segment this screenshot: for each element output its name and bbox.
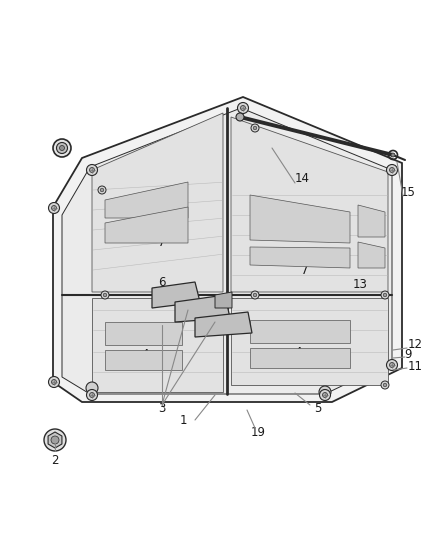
Circle shape <box>98 186 106 194</box>
Text: 5: 5 <box>314 401 321 415</box>
Polygon shape <box>48 432 62 448</box>
Polygon shape <box>175 295 230 322</box>
Circle shape <box>381 381 389 389</box>
Circle shape <box>237 102 248 114</box>
Circle shape <box>383 293 387 297</box>
Polygon shape <box>231 117 388 292</box>
Text: 12: 12 <box>407 338 423 351</box>
Polygon shape <box>215 292 232 308</box>
Text: 4: 4 <box>141 349 149 361</box>
Text: 13: 13 <box>261 201 276 214</box>
Text: 19: 19 <box>251 425 265 439</box>
Circle shape <box>86 390 98 400</box>
Circle shape <box>253 293 257 297</box>
Polygon shape <box>358 242 385 268</box>
Circle shape <box>52 206 57 211</box>
Circle shape <box>251 291 259 299</box>
Circle shape <box>319 390 331 400</box>
Text: 13: 13 <box>353 279 367 292</box>
Circle shape <box>386 165 398 175</box>
Circle shape <box>322 392 328 398</box>
Circle shape <box>51 436 59 444</box>
Circle shape <box>253 126 257 130</box>
Circle shape <box>251 124 259 132</box>
Circle shape <box>236 113 244 121</box>
Text: 7: 7 <box>301 263 309 277</box>
Polygon shape <box>358 205 385 237</box>
Polygon shape <box>250 348 350 368</box>
Circle shape <box>49 376 60 387</box>
Circle shape <box>391 153 395 157</box>
Text: 6: 6 <box>158 276 166 288</box>
Polygon shape <box>195 312 252 337</box>
Text: 4: 4 <box>294 345 302 359</box>
Circle shape <box>89 392 95 398</box>
Circle shape <box>103 293 107 297</box>
Circle shape <box>53 139 71 157</box>
Circle shape <box>386 359 398 370</box>
Circle shape <box>240 106 246 110</box>
Polygon shape <box>250 247 350 268</box>
Polygon shape <box>250 195 350 243</box>
Circle shape <box>44 429 66 451</box>
Polygon shape <box>92 298 223 392</box>
Circle shape <box>89 167 95 173</box>
Polygon shape <box>105 322 182 345</box>
Text: 11: 11 <box>407 360 423 374</box>
Polygon shape <box>53 97 402 402</box>
Circle shape <box>319 386 331 398</box>
Circle shape <box>49 203 60 214</box>
Polygon shape <box>231 298 388 385</box>
Circle shape <box>60 146 64 150</box>
Text: 14: 14 <box>294 172 310 184</box>
Polygon shape <box>152 282 200 308</box>
Polygon shape <box>62 108 392 394</box>
Circle shape <box>389 362 395 367</box>
Text: 6: 6 <box>281 321 289 335</box>
Circle shape <box>52 379 57 384</box>
Circle shape <box>389 167 395 173</box>
Circle shape <box>381 291 389 299</box>
Text: 15: 15 <box>401 185 415 198</box>
Circle shape <box>86 382 98 394</box>
Circle shape <box>101 291 109 299</box>
Text: 1: 1 <box>180 414 187 426</box>
Text: 2: 2 <box>51 454 59 466</box>
Polygon shape <box>105 207 188 243</box>
Text: 9: 9 <box>404 349 412 361</box>
Polygon shape <box>105 350 182 370</box>
Circle shape <box>383 383 387 387</box>
Polygon shape <box>250 320 350 343</box>
Circle shape <box>86 165 98 175</box>
Polygon shape <box>105 182 188 218</box>
Text: 3: 3 <box>158 401 166 415</box>
Polygon shape <box>92 113 223 292</box>
Text: 7: 7 <box>158 236 166 248</box>
Circle shape <box>100 188 104 192</box>
Circle shape <box>57 142 67 154</box>
